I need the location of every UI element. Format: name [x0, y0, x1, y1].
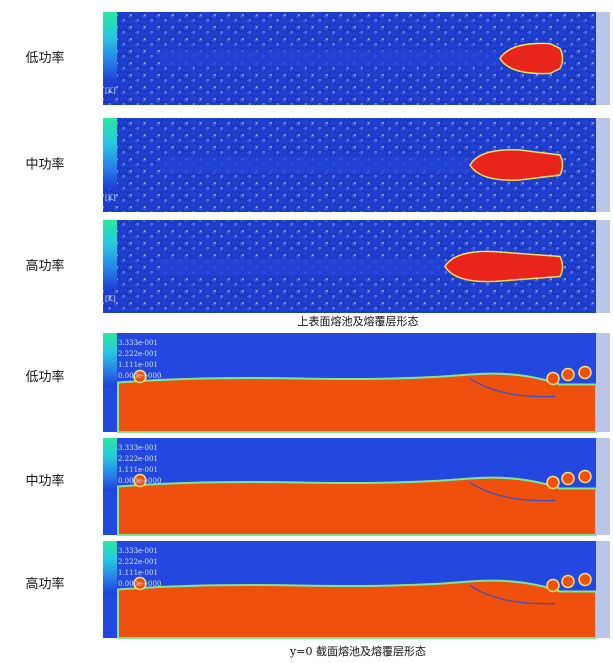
caption: y=0 截面熔池及熔覆层形态 [289, 644, 426, 658]
pool-boundary [469, 482, 556, 502]
powder-particle [561, 367, 575, 382]
powder-particle [578, 572, 592, 587]
powder-particle [546, 578, 560, 593]
row-label: 低功率 [25, 369, 64, 385]
legend-bar [103, 438, 117, 492]
side-strip [596, 438, 610, 535]
legend-label: 1.111e-001 [118, 466, 158, 474]
substrate [117, 476, 597, 536]
legend-label: 3.333e-001 [118, 547, 158, 555]
powder-particle [578, 365, 592, 380]
legend-label: 3.333e-001 [118, 339, 158, 347]
powder-particle [133, 473, 147, 488]
powder-particle [561, 471, 575, 486]
row-label: 高功率 [25, 258, 64, 274]
pool-boundary [469, 378, 556, 398]
row-label: 中功率 [25, 473, 64, 489]
powder-particle [133, 576, 147, 591]
legend-unit: [K] [105, 194, 116, 202]
legend-label: 0.000e+000 [118, 477, 161, 485]
caption: 上表面熔池及熔覆层形态 [298, 314, 419, 328]
powder-particle [133, 369, 147, 384]
legend-bar [103, 118, 117, 189]
legend-label: 2.222e-001 [118, 350, 158, 358]
bottom-group: 低功率 3.333e-001 2.222e-001 1.111e-001 0.000e+… [25, 333, 610, 639]
row-label: 中功率 [25, 157, 64, 173]
pool-boundary [469, 585, 556, 605]
legend-label: 1.111e-001 [118, 361, 158, 369]
track [160, 258, 445, 275]
melt-pool [444, 250, 564, 283]
powder-particle [578, 469, 592, 484]
melt-pool [499, 42, 564, 75]
legend-label: 2.222e-001 [118, 558, 158, 566]
top-group: 低功率 [K] 中功率 [K] 高功率 [K] [25, 12, 610, 313]
powder-particle [546, 475, 560, 490]
side-strip [596, 220, 610, 313]
legend-bar [103, 12, 117, 82]
legend-bar [103, 333, 117, 388]
substrate [117, 579, 597, 639]
legend-label: 1.111e-001 [118, 569, 158, 577]
powder-particle [546, 371, 560, 386]
legend-bar [103, 220, 117, 290]
side-strip [596, 118, 610, 212]
melt-pool [469, 149, 564, 181]
track [160, 50, 500, 67]
powder-particle [561, 574, 575, 589]
track [160, 157, 470, 173]
legend-bar [103, 541, 117, 595]
legend-unit: [K] [105, 295, 116, 303]
side-strip [596, 333, 610, 432]
legend-label: 0.000e+000 [118, 372, 161, 380]
side-strip [596, 541, 610, 638]
substrate [117, 372, 597, 433]
side-strip [596, 12, 610, 105]
legend-label: 2.222e-001 [118, 455, 158, 463]
legend-label: 0.000e+000 [118, 580, 161, 588]
legend-label: 3.333e-001 [118, 444, 158, 452]
row-label: 高功率 [25, 576, 64, 592]
legend-unit: [K] [105, 87, 116, 95]
row-label: 低功率 [25, 50, 64, 66]
